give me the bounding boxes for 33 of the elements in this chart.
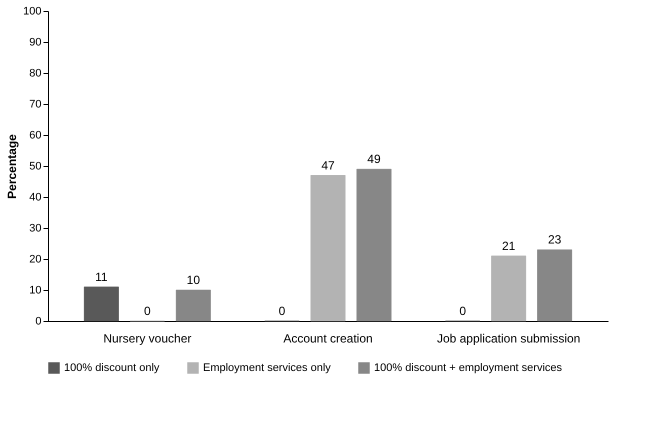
data-label: 0 [278,304,286,318]
data-label: 47 [321,158,335,172]
legend-label: 100% discount only [64,362,160,374]
y-tick-label: 0 [35,316,42,328]
y-tick-label: 10 [29,284,42,296]
y-tick-label: 100 [23,6,42,18]
bar [310,175,346,322]
y-tick-label: 60 [29,130,42,142]
data-label: 21 [502,238,516,253]
y-tick-label: 20 [29,254,42,266]
y-tick-label: 90 [29,36,42,48]
y-tick-label: 70 [29,98,42,110]
data-label: 0 [144,304,152,318]
bar [537,249,572,322]
y-tick-label: 80 [29,68,42,80]
bar [356,168,392,322]
data-label: 23 [548,232,562,247]
x-tick-label: Nursery voucher [103,332,192,346]
y-tick-label: 40 [29,192,42,204]
y-tick-label: 50 [29,160,42,172]
y-tick-label: 30 [29,222,42,234]
y-axis-title: Percentage [5,134,20,199]
data-label: 10 [186,273,200,287]
legend-label: 100% discount + employment services [374,362,563,374]
bar [491,256,526,322]
data-label: 11 [95,270,108,284]
x-tick-label: Account creation [283,332,373,346]
x-tick-label: Job application submission [436,332,580,346]
bar [84,286,119,322]
legend-label: Employment services only [203,362,332,374]
data-label: 0 [459,304,466,318]
bar [176,290,211,322]
data-label: 49 [367,152,381,166]
